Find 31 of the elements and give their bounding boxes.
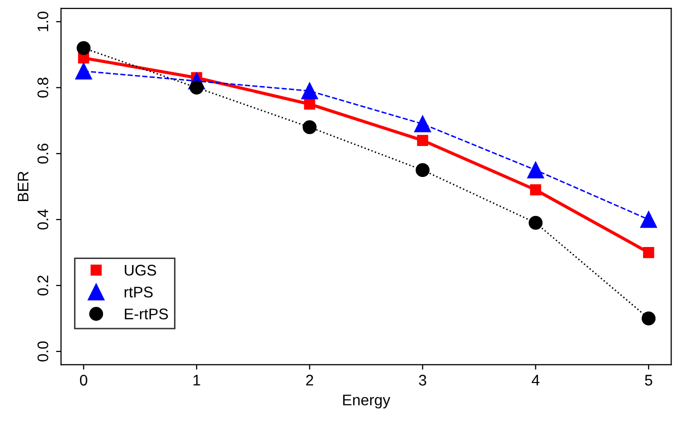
point (304, 98, 316, 110)
legend-label: E-rtPS (124, 308, 168, 320)
point (528, 216, 543, 230)
y-axis-title: BER (18, 172, 28, 202)
legend-label: UGS (124, 264, 156, 276)
point (302, 120, 317, 134)
point (643, 246, 654, 258)
x-tick-label: 0 (80, 374, 88, 386)
y-tick-label: 1.0 (37, 12, 48, 32)
y-tick-label: 0.2 (37, 276, 48, 296)
y-tick-label: 0.4 (37, 209, 48, 230)
x-tick-label: 3 (418, 374, 426, 386)
y-tick-label: 0.8 (37, 78, 48, 98)
x-tick-label: 2 (306, 374, 314, 386)
point (417, 134, 428, 146)
point (530, 184, 542, 196)
x-tick-label: 1 (194, 374, 200, 386)
legend-label: rtPS (124, 286, 153, 298)
x-tick-label: 5 (644, 374, 652, 386)
point (527, 162, 544, 178)
point (642, 312, 656, 326)
point (301, 82, 318, 100)
point (75, 62, 92, 80)
point (416, 163, 430, 178)
point (414, 116, 431, 132)
x-axis-title: Energy (343, 394, 390, 408)
y-tick-label: 0.0 (37, 341, 48, 362)
x-tick-label: 4 (532, 374, 540, 386)
point (640, 211, 657, 228)
point (76, 41, 91, 55)
y-tick-label: 0.6 (37, 144, 48, 164)
